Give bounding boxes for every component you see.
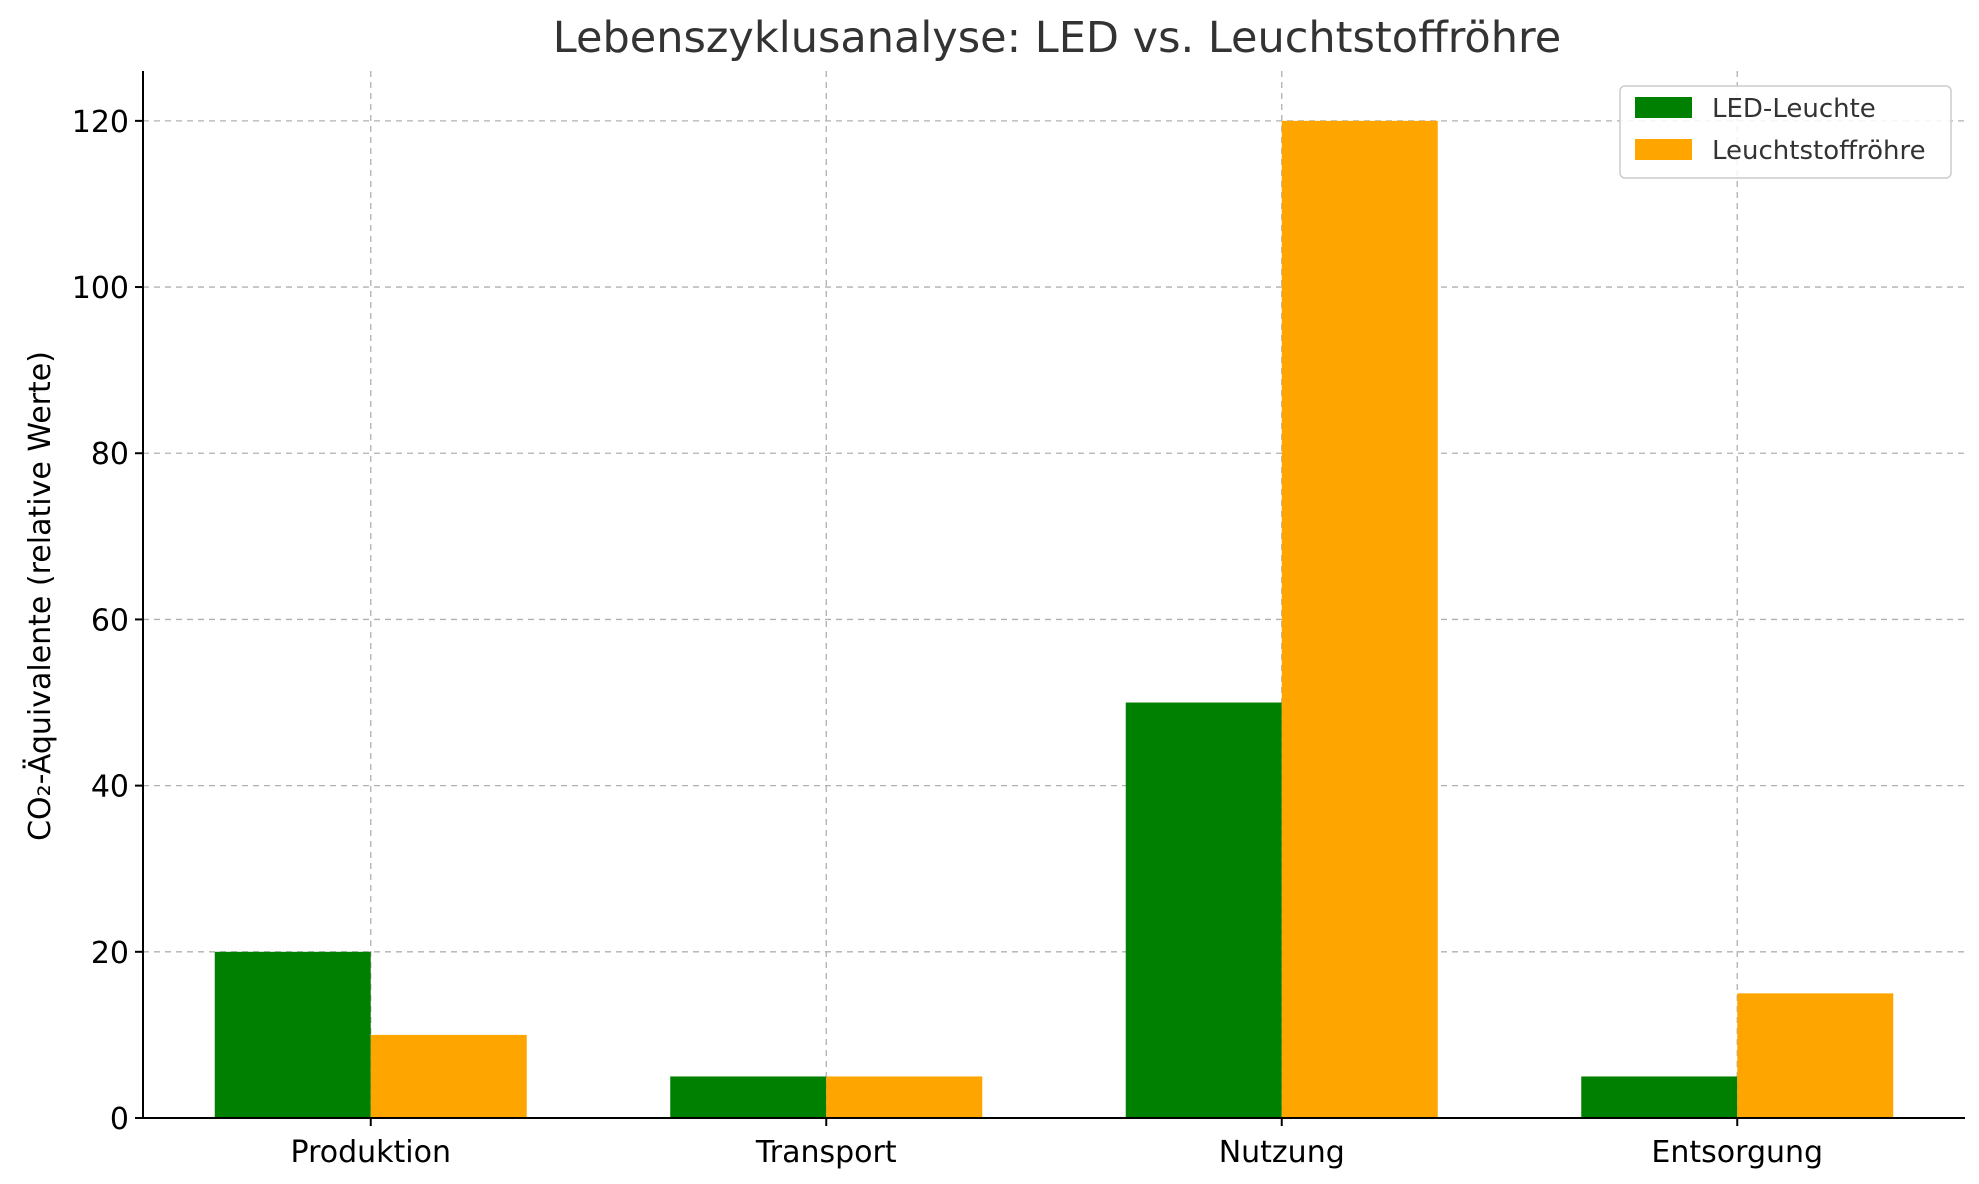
y-tick-label: 0 xyxy=(110,1102,129,1137)
y-tick-label: 60 xyxy=(91,603,129,638)
legend-swatch xyxy=(1635,97,1692,118)
chart-title: Lebenszyklusanalyse: LED vs. Leuchtstoff… xyxy=(553,13,1561,63)
x-tick-label: Nutzung xyxy=(1219,1135,1345,1170)
y-axis-ticks: 0 20 40 60 80 100 120 xyxy=(72,105,143,1137)
bar-leuchtstoffroehre-produktion xyxy=(370,1034,527,1118)
legend: LED-Leuchte Leuchtstoffröhre xyxy=(1619,85,1952,179)
y-tick-label: 20 xyxy=(91,936,129,971)
legend-label: Leuchtstoffröhre xyxy=(1712,136,1926,166)
x-tick-label: Entsorgung xyxy=(1651,1135,1823,1170)
bar-led-transport xyxy=(670,1076,827,1118)
y-axis-label: CO₂-Äquivalente (relative Werte) xyxy=(22,351,58,841)
y-tick-label: 40 xyxy=(91,770,129,805)
bar-led-entsorgung xyxy=(1581,1076,1738,1118)
grid xyxy=(143,71,1965,1118)
y-tick-label: 120 xyxy=(72,105,129,140)
bars xyxy=(214,120,1894,1119)
legend-swatch xyxy=(1635,139,1692,160)
bar-leuchtstoffroehre-transport xyxy=(826,1076,983,1118)
legend-frame xyxy=(1619,85,1952,179)
legend-label: LED-Leuchte xyxy=(1712,94,1876,124)
bar-led-produktion xyxy=(214,951,371,1118)
x-axis-ticks: Produktion Transport Nutzung Entsorgung xyxy=(291,1118,1823,1170)
bar-led-nutzung xyxy=(1125,702,1282,1118)
bar-leuchtstoffroehre-nutzung xyxy=(1281,120,1438,1119)
y-tick-label: 100 xyxy=(72,271,129,306)
x-tick-label: Transport xyxy=(755,1135,897,1170)
bar-leuchtstoffroehre-entsorgung xyxy=(1737,993,1894,1118)
axes xyxy=(142,71,1965,1119)
y-tick-label: 80 xyxy=(91,437,129,472)
x-tick-label: Produktion xyxy=(291,1135,452,1170)
